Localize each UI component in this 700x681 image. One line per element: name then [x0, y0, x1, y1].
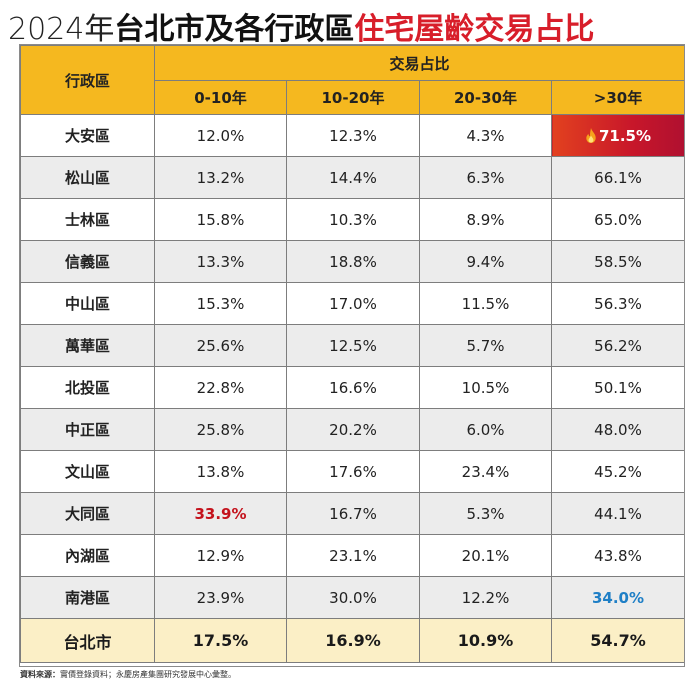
source-label: 資料來源：: [20, 670, 60, 679]
value-cell: 16.6%: [286, 366, 420, 409]
value-cell: 10.3%: [286, 198, 420, 241]
table-row: 北投區 22.8% 16.6% 10.5% 50.1%: [20, 366, 684, 409]
value-cell: 66.1%: [550, 156, 684, 199]
value-cell: 45.2%: [550, 450, 684, 493]
value-cell: 12.9%: [154, 534, 287, 577]
table-row: 內湖區 12.9% 23.1% 20.1% 43.8%: [20, 534, 684, 577]
total-value-cell: 10.9%: [419, 618, 552, 663]
table-row: 文山區 13.8% 17.6% 23.4% 45.2%: [20, 450, 684, 493]
value-cell: 56.2%: [550, 324, 684, 367]
source-text: 實價登錄資料；永慶房產集團研究發展中心彙整。: [60, 670, 236, 679]
value-cell: 5.3%: [419, 492, 552, 535]
value-cell: 18.8%: [286, 240, 420, 283]
value-cell: 65.0%: [550, 198, 684, 241]
table-row: 大安區 12.0% 12.3% 4.3% 71.5%: [20, 114, 684, 157]
header-group: 交易占比: [153, 45, 684, 81]
district-cell: 信義區: [20, 240, 155, 283]
table-row: 中山區 15.3% 17.0% 11.5% 56.3%: [20, 282, 684, 325]
value-cell: 15.3%: [154, 282, 287, 325]
district-cell: 士林區: [20, 198, 155, 241]
value-cell: 17.6%: [286, 450, 420, 493]
value-cell: 10.5%: [419, 366, 552, 409]
table-row: 南港區 23.9% 30.0% 12.2% 34.0%: [20, 576, 684, 619]
value-cell: 71.5%: [550, 114, 684, 157]
data-table: 行政區 交易占比 0-10年 10-20年 20-30年 >30年 大安區 12.…: [20, 45, 684, 663]
value-cell: 48.0%: [550, 408, 684, 451]
table-row: 信義區 13.3% 18.8% 9.4% 58.5%: [20, 240, 684, 283]
value-cell: 33.9%: [154, 492, 287, 535]
table-row: 松山區 13.2% 14.4% 6.3% 66.1%: [20, 156, 684, 199]
source-note: 資料來源：實價登錄資料；永慶房產集團研究發展中心彙整。: [20, 669, 236, 680]
value-cell: 13.8%: [154, 450, 287, 493]
value-cell: 23.4%: [419, 450, 552, 493]
value-cell: 56.3%: [550, 282, 684, 325]
value-cell: 12.5%: [286, 324, 420, 367]
title-highlight: 住宅屋齡交易占比: [354, 12, 595, 47]
district-cell: 中山區: [20, 282, 155, 325]
title-year: 2024年: [8, 12, 115, 47]
table-row: 萬華區 25.6% 12.5% 5.7% 56.2%: [20, 324, 684, 367]
value-cell: 13.2%: [154, 156, 287, 199]
value-cell: 25.6%: [154, 324, 287, 367]
total-value-cell: 16.9%: [286, 618, 420, 663]
value-cell: 5.7%: [419, 324, 552, 367]
value-cell: 25.8%: [154, 408, 287, 451]
value-text: 71.5%: [598, 126, 652, 145]
value-cell: 43.8%: [550, 534, 684, 577]
value-cell: 14.4%: [286, 156, 420, 199]
value-cell: 4.3%: [419, 114, 552, 157]
district-cell: 萬華區: [20, 324, 155, 367]
data-table-frame: 行政區 交易占比 0-10年 10-20年 20-30年 >30年 大安區 12.…: [19, 44, 685, 667]
value-cell: 6.0%: [419, 408, 552, 451]
total-value-cell: 17.5%: [154, 618, 287, 663]
value-cell: 50.1%: [550, 366, 684, 409]
column-header: 10-20年: [286, 80, 420, 115]
district-cell: 大安區: [20, 114, 155, 157]
value-cell: 30.0%: [286, 576, 420, 619]
column-header: >30年: [550, 80, 684, 115]
total-district-cell: 台北市: [20, 618, 155, 663]
district-cell: 松山區: [20, 156, 155, 199]
district-cell: 中正區: [20, 408, 155, 451]
value-cell: 23.1%: [286, 534, 420, 577]
total-row: 台北市 17.5% 16.9% 10.9% 54.7%: [20, 618, 684, 663]
total-value-cell: 54.7%: [550, 618, 684, 663]
district-cell: 大同區: [20, 492, 155, 535]
value-cell: 16.7%: [286, 492, 420, 535]
value-cell: 6.3%: [419, 156, 552, 199]
fire-icon: [586, 127, 596, 143]
value-cell: 15.8%: [154, 198, 287, 241]
district-cell: 北投區: [20, 366, 155, 409]
value-cell: 20.2%: [286, 408, 420, 451]
value-cell: 22.8%: [154, 366, 287, 409]
value-cell: 12.2%: [419, 576, 552, 619]
table-row: 中正區 25.8% 20.2% 6.0% 48.0%: [20, 408, 684, 451]
value-cell: 8.9%: [419, 198, 552, 241]
district-cell: 文山區: [20, 450, 155, 493]
value-cell: 13.3%: [154, 240, 287, 283]
table-row: 士林區 15.8% 10.3% 8.9% 65.0%: [20, 198, 684, 241]
title-main: 台北市及各行政區: [114, 12, 355, 47]
value-cell: 44.1%: [550, 492, 684, 535]
district-cell: 南港區: [20, 576, 155, 619]
value-cell: 12.0%: [154, 114, 287, 157]
column-header: 0-10年: [154, 80, 287, 115]
header-district: 行政區: [20, 45, 155, 115]
district-cell: 內湖區: [20, 534, 155, 577]
value-cell: 34.0%: [550, 576, 684, 619]
value-cell: 9.4%: [419, 240, 552, 283]
column-header: 20-30年: [419, 80, 552, 115]
value-cell: 17.0%: [286, 282, 420, 325]
table-row: 大同區 33.9% 16.7% 5.3% 44.1%: [20, 492, 684, 535]
table-body: 大安區 12.0% 12.3% 4.3% 71.5% 松山區 13.2% 14.4% 6.3% 6…: [20, 114, 684, 663]
value-cell: 20.1%: [419, 534, 552, 577]
page-title: 2024年台北市及各行政區住宅屋齡交易占比: [8, 4, 595, 47]
value-cell: 23.9%: [154, 576, 287, 619]
value-cell: 12.3%: [286, 114, 420, 157]
value-cell: 11.5%: [419, 282, 552, 325]
value-cell: 58.5%: [550, 240, 684, 283]
